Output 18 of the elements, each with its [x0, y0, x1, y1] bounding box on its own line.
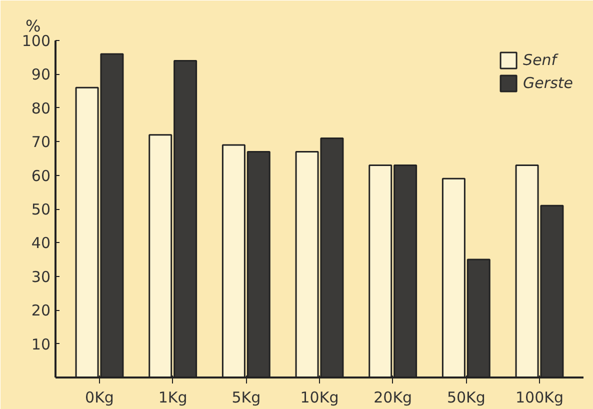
x-tick-label: 10Kg	[300, 388, 339, 406]
x-tick-label: 100Kg	[516, 388, 564, 406]
y-tick-label: 30	[31, 268, 51, 286]
y-tick-label: 90	[31, 66, 51, 84]
y-tick-label: 50	[31, 200, 51, 218]
legend-label: Gerste	[523, 74, 573, 92]
y-tick-label: 20	[31, 302, 51, 320]
legend-label: Senf	[523, 51, 557, 69]
x-tick-label: 50Kg	[446, 388, 486, 406]
y-tick-label: 80	[31, 99, 51, 118]
y-tick-label: 60	[31, 166, 51, 185]
x-tick-label: 5Kg	[232, 388, 261, 406]
x-tick-label: 1Kg	[158, 388, 188, 406]
y-tick-label: 10	[31, 335, 51, 354]
x-tick-label: 0Kg	[85, 388, 114, 406]
x-tick-label: 20Kg	[374, 388, 412, 406]
y-tick-label: 40	[31, 234, 51, 252]
y-tick-label: 70	[31, 133, 51, 152]
